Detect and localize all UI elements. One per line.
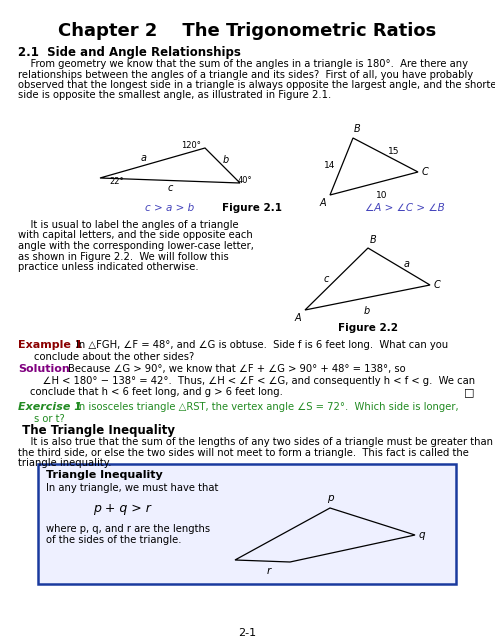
Text: c > a > b: c > a > b xyxy=(146,203,195,213)
Text: Exercise 1: Exercise 1 xyxy=(18,402,82,412)
Text: c: c xyxy=(167,183,173,193)
Text: with capital letters, and the side opposite each: with capital letters, and the side oppos… xyxy=(18,230,253,241)
Text: C: C xyxy=(422,167,429,177)
Text: In △FGH, ∠F = 48°, and ∠G is obtuse.  Side f is 6 feet long.  What can you: In △FGH, ∠F = 48°, and ∠G is obtuse. Sid… xyxy=(76,340,448,350)
Text: C: C xyxy=(434,280,441,290)
Text: □: □ xyxy=(464,387,475,397)
Text: 15: 15 xyxy=(388,147,399,157)
Text: a: a xyxy=(141,153,147,163)
Text: the third side, or else the two sides will not meet to form a triangle.  This fa: the third side, or else the two sides wi… xyxy=(18,447,469,458)
Text: triangle inequality.: triangle inequality. xyxy=(18,458,111,468)
Text: angle with the corresponding lower-case letter,: angle with the corresponding lower-case … xyxy=(18,241,254,251)
Text: Figure 2.2: Figure 2.2 xyxy=(338,323,398,333)
Text: B: B xyxy=(354,124,361,134)
Text: A: A xyxy=(295,313,301,323)
Text: 40°: 40° xyxy=(238,176,252,185)
Text: conclude that h < 6 feet long, and g > 6 feet long.: conclude that h < 6 feet long, and g > 6… xyxy=(30,387,283,397)
Text: B: B xyxy=(370,235,377,245)
Text: A: A xyxy=(319,198,326,208)
Text: r: r xyxy=(267,566,271,576)
Text: practice unless indicated otherwise.: practice unless indicated otherwise. xyxy=(18,262,198,272)
Text: p + q > r: p + q > r xyxy=(93,502,151,515)
Text: conclude about the other sides?: conclude about the other sides? xyxy=(34,351,194,362)
Text: Triangle Inequality: Triangle Inequality xyxy=(46,470,163,480)
Text: 14: 14 xyxy=(324,161,335,170)
Text: s or t?: s or t? xyxy=(34,413,65,424)
Text: as shown in Figure 2.2.  We will follow this: as shown in Figure 2.2. We will follow t… xyxy=(18,252,229,262)
Text: side is opposite the smallest angle, as illustrated in Figure 2.1.: side is opposite the smallest angle, as … xyxy=(18,90,331,100)
Text: ∠H < 180° − 138° = 42°.  Thus, ∠H < ∠F < ∠G, and consequently h < f < g.  We can: ∠H < 180° − 138° = 42°. Thus, ∠H < ∠F < … xyxy=(30,376,475,385)
Text: In isosceles triangle △RST, the vertex angle ∠S = 72°.  Which side is longer,: In isosceles triangle △RST, the vertex a… xyxy=(76,402,459,412)
Text: 2.1  Side and Angle Relationships: 2.1 Side and Angle Relationships xyxy=(18,46,241,59)
Text: Example 1: Example 1 xyxy=(18,340,83,350)
Bar xyxy=(38,464,456,584)
Text: Because ∠G > 90°, we know that ∠F + ∠G > 90° + 48° = 138°, so: Because ∠G > 90°, we know that ∠F + ∠G >… xyxy=(68,364,405,374)
Text: b: b xyxy=(364,306,370,316)
Text: 2-1: 2-1 xyxy=(238,628,256,638)
Text: Solution: Solution xyxy=(18,364,70,374)
Text: Chapter 2    The Trigonometric Ratios: Chapter 2 The Trigonometric Ratios xyxy=(58,22,436,40)
Text: observed that the longest side in a triangle is always opposite the largest angl: observed that the longest side in a tria… xyxy=(18,80,495,90)
Text: where p, q, and r are the lengths: where p, q, and r are the lengths xyxy=(46,524,210,534)
Text: From geometry we know that the sum of the angles in a triangle is 180°.  Are the: From geometry we know that the sum of th… xyxy=(18,59,468,69)
Text: ∠A > ∠C > ∠B: ∠A > ∠C > ∠B xyxy=(365,203,445,213)
Text: The Triangle Inequality: The Triangle Inequality xyxy=(18,424,175,437)
Text: It is usual to label the angles of a triangle: It is usual to label the angles of a tri… xyxy=(18,220,239,230)
Text: q: q xyxy=(419,530,426,540)
Text: b: b xyxy=(223,155,229,165)
Text: 120°: 120° xyxy=(181,141,201,150)
Text: 22°: 22° xyxy=(109,177,124,186)
Text: Figure 2.1: Figure 2.1 xyxy=(222,203,282,213)
Text: a: a xyxy=(404,259,410,269)
Text: It is also true that the sum of the lengths of any two sides of a triangle must : It is also true that the sum of the leng… xyxy=(18,437,493,447)
Text: p: p xyxy=(327,493,333,503)
Text: of the sides of the triangle.: of the sides of the triangle. xyxy=(46,535,182,545)
Text: c: c xyxy=(324,274,329,284)
Text: 10: 10 xyxy=(376,191,388,200)
Text: relationships between the angles of a triangle and its sides?  First of all, you: relationships between the angles of a tr… xyxy=(18,70,473,79)
Text: In any triangle, we must have that: In any triangle, we must have that xyxy=(46,483,218,493)
